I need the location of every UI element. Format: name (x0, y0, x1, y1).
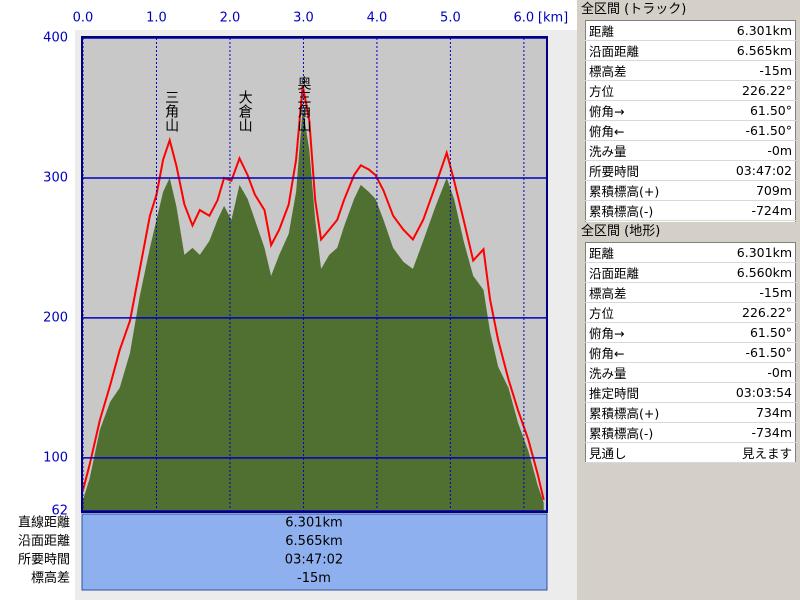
table-row: 推定時間 03:03:54 (585, 382, 796, 403)
profile-chart: 62 100 200 300 400 0.0 1.0 2.0 3.0 4.0 5.0 6.0 [km] 三… (17, 10, 577, 600)
x-tick-label: 6.0 (514, 11, 535, 26)
track-panel: 全区間 (トラック) 距離 6.301km 沿面距離 6.565km 標高差 -15m 方位… (577, 0, 800, 241)
cell-value: 見えます (701, 442, 796, 463)
cell-label: 標高差 (585, 60, 702, 81)
x-tick-label: 2.0 (220, 11, 241, 26)
cell-value: -0m (701, 362, 796, 383)
cell-label: 標高差 (585, 282, 702, 303)
cell-value: 61.50° (701, 322, 796, 343)
summary-label: 標高差 (31, 570, 70, 586)
cell-label: 沿面距離 (585, 40, 702, 61)
table-row: 俯角← -61.50° (585, 120, 796, 141)
table-row: 累積標高(+) 734m (585, 402, 796, 423)
cell-value: 226.22° (701, 80, 796, 101)
cell-label: 俯角→ (585, 322, 702, 343)
x-tick-label: 3.0 (293, 11, 314, 26)
cell-value: 03:03:54 (701, 382, 796, 403)
terrain-area (83, 108, 544, 511)
cell-label: 方位 (585, 302, 702, 323)
track-line (82, 85, 545, 501)
summary-label: 沿面距離 (18, 534, 70, 549)
summary-value: 03:47:02 (285, 553, 343, 568)
summary-value: -15m (297, 571, 331, 586)
cell-label: 推定時間 (585, 382, 702, 403)
y-tick-label: 400 (43, 31, 68, 46)
table-row: 距離 6.301km (585, 20, 796, 41)
table-row: 俯角← -61.50° (585, 342, 796, 363)
cell-label: 所要時間 (585, 160, 702, 181)
summary-label: 所要時間 (18, 553, 70, 568)
x-tick-label: 5.0 (440, 11, 461, 26)
cell-value: 226.22° (701, 302, 796, 323)
track-table: 距離 6.301km 沿面距離 6.565km 標高差 -15m 方位 226.22° 俯角→ 6… (585, 20, 796, 241)
cell-value: -0m (701, 140, 796, 161)
table-row: 累積標高(-) -734m (585, 422, 796, 443)
table-row: 累積標高(-) -724m (585, 200, 796, 221)
cell-label: 累積標高(+) (585, 180, 702, 201)
cell-label: 俯角→ (585, 100, 702, 121)
cell-label: 累積標高(-) (585, 200, 702, 221)
cell-label: 沿面距離 (585, 262, 702, 283)
cell-value: 6.560km (701, 262, 796, 283)
y-tick-label: 300 (43, 170, 68, 185)
cell-label: 俯角← (585, 342, 702, 363)
panel-title: 全区間 (地形) (581, 224, 661, 239)
table-row: 方位 226.22° (585, 302, 796, 323)
peak-label: 三角山 (163, 90, 179, 132)
table-row: 俯角→ 61.50° (585, 100, 796, 121)
terrain-table: 距離 6.301km 沿面距離 6.560km 標高差 -15m 方位 226.22° 俯角→ 6… (585, 242, 796, 463)
y-tick-label: 100 (43, 450, 68, 465)
cell-value: 734m (701, 402, 796, 423)
cell-label: 洗み量 (585, 362, 702, 383)
cell-label: 累積標高(-) (585, 422, 702, 443)
summary-value: 6.301km (285, 516, 342, 531)
x-tick-label: 0.0 (73, 11, 94, 26)
table-row: 所要時間 03:47:02 (585, 160, 796, 181)
cell-value: -724m (701, 200, 796, 221)
table-row: 沿面距離 6.565km (585, 40, 796, 61)
cell-label: 方位 (585, 80, 702, 101)
table-row: 見通し 見えます (585, 442, 796, 463)
table-row: 沿面距離 6.560km (585, 262, 796, 283)
cell-label: 洗み量 (585, 140, 702, 161)
cell-value: -61.50° (701, 120, 796, 141)
panel-title: 全区間 (トラック) (581, 2, 687, 17)
table-row: 洗み量 -0m (585, 140, 796, 161)
summary-box (81, 513, 548, 591)
terrain-panel: 全区間 (地形) 距離 6.301km 沿面距離 6.560km 標高差 -15m 方位 22… (577, 222, 800, 600)
peak-label: 奥三角山 (295, 75, 311, 132)
cell-value: -15m (701, 60, 796, 81)
cell-value: 709m (701, 180, 796, 201)
cell-value: -15m (701, 282, 796, 303)
table-row: 標高差 -15m (585, 282, 796, 303)
summary-value: 6.565km (285, 534, 342, 549)
cell-value: 61.50° (701, 100, 796, 121)
cell-label: 累積標高(+) (585, 402, 702, 423)
table-row: 方位 226.22° (585, 80, 796, 101)
table-row: 距離 6.301km (585, 242, 796, 263)
summary-label: 直線距離 (18, 515, 70, 531)
y-tick-label: 200 (43, 310, 68, 325)
cell-label: 距離 (585, 20, 702, 41)
cell-value: 6.301km (701, 20, 796, 41)
x-axis-unit: [km] (538, 11, 568, 26)
cell-value: 03:47:02 (701, 160, 796, 181)
table-row: 俯角→ 61.50° (585, 322, 796, 343)
y-tick-label: 62 (51, 504, 68, 519)
table-row: 累積標高(+) 709m (585, 180, 796, 201)
table-row: 標高差 -15m (585, 60, 796, 81)
cell-value: -61.50° (701, 342, 796, 363)
peak-label: 大倉山 (237, 90, 253, 132)
cell-label: 俯角← (585, 120, 702, 141)
cell-label: 見通し (585, 442, 702, 463)
x-tick-label: 4.0 (367, 11, 388, 26)
cell-label: 距離 (585, 242, 702, 263)
x-tick-label: 1.0 (146, 11, 167, 26)
cell-value: 6.301km (701, 242, 796, 263)
cell-value: -734m (701, 422, 796, 443)
table-row: 洗み量 -0m (585, 362, 796, 383)
plot-border (81, 36, 548, 513)
cell-value: 6.565km (701, 40, 796, 61)
